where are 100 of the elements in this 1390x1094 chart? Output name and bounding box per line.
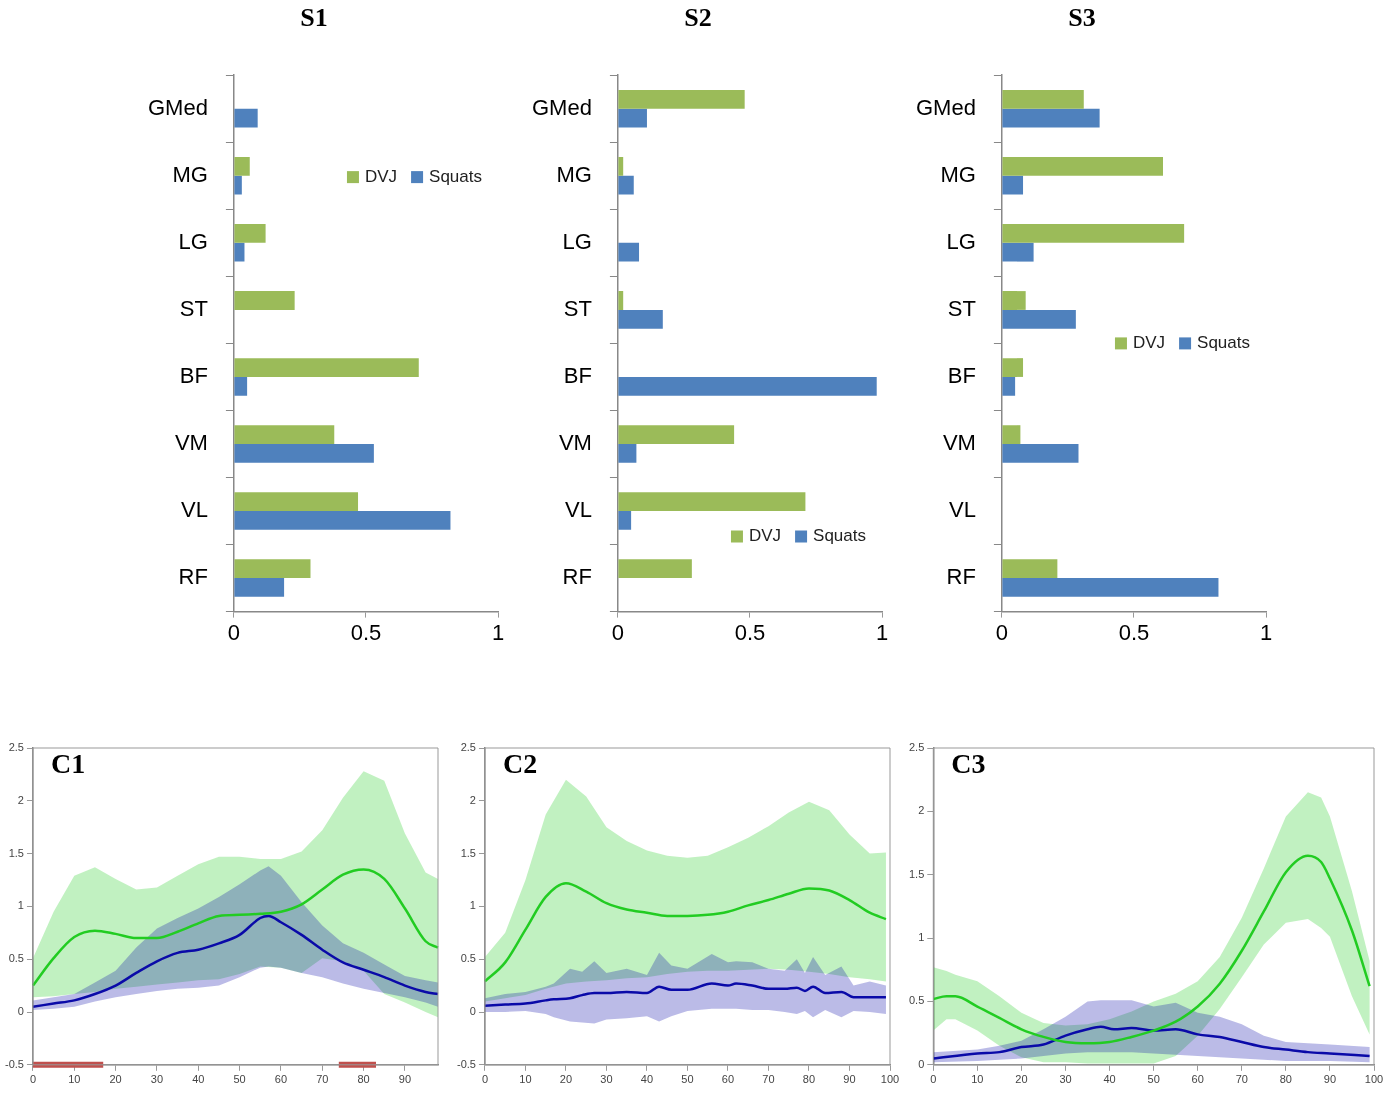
- x-tick-label: 0.5: [350, 619, 382, 645]
- bar: [234, 578, 285, 597]
- x-tick-label: 90: [843, 1073, 856, 1086]
- line-series: [31, 914, 440, 1008]
- bar: [234, 559, 311, 579]
- x-tick-label: 0: [995, 619, 1009, 645]
- legend-label: DVJ: [748, 526, 782, 546]
- x-tick-label: 0: [611, 619, 625, 645]
- bar: [1002, 157, 1164, 176]
- bar: [618, 425, 735, 444]
- y-tick-label: 0: [17, 1005, 24, 1018]
- y-tick-label: MG: [172, 161, 208, 187]
- y-tick-label: BF: [179, 362, 208, 388]
- x-tick-label: 0.5: [1118, 619, 1150, 645]
- bar: [618, 291, 624, 310]
- x-tick-label: 0: [930, 1073, 937, 1086]
- legend-label: Squats: [813, 526, 867, 546]
- y-tick-label: -0.5: [456, 1057, 476, 1070]
- x-tick-label: 80: [357, 1073, 370, 1086]
- x-tick-label: 20: [109, 1073, 122, 1086]
- bar: [618, 242, 640, 262]
- bar: [618, 511, 632, 530]
- bar: [234, 492, 359, 512]
- bar: [1002, 376, 1016, 396]
- bar: [618, 443, 637, 463]
- legend-label: DVJ: [1132, 333, 1166, 353]
- y-tick-label: GMed: [147, 94, 208, 120]
- bar: [234, 291, 295, 310]
- bar: [234, 108, 258, 128]
- y-tick-label: ST: [947, 295, 976, 321]
- bar: [1002, 89, 1084, 109]
- x-tick-label: 70: [316, 1073, 329, 1086]
- line-series: [932, 1025, 1371, 1060]
- bar: [1002, 425, 1021, 444]
- y-tick-label: 1.5: [460, 846, 476, 859]
- x-tick-label: 30: [150, 1073, 164, 1086]
- legend-label: Squats: [1197, 333, 1251, 353]
- x-tick-label: 100: [1364, 1073, 1384, 1086]
- x-tick-label: 50: [233, 1073, 246, 1086]
- y-tick-label: MG: [556, 161, 592, 187]
- y-tick-label: VM: [174, 430, 208, 456]
- x-tick-label: 10: [519, 1073, 532, 1086]
- x-tick-label: 90: [1323, 1073, 1337, 1086]
- y-tick-label: 1: [918, 931, 925, 944]
- y-tick-label: -0.5: [4, 1057, 24, 1070]
- bar: [234, 175, 242, 195]
- bar: [618, 157, 624, 176]
- y-tick-label: LG: [946, 228, 976, 254]
- x-tick-label: 70: [1235, 1073, 1248, 1086]
- x-tick-label: 0: [227, 619, 241, 645]
- x-tick-label: 40: [1103, 1073, 1116, 1086]
- x-tick-label: 60: [274, 1073, 288, 1086]
- line-series: [932, 854, 1371, 1045]
- x-tick-label: 0.5: [734, 619, 766, 645]
- y-tick-label: LG: [562, 228, 592, 254]
- bar: [234, 224, 266, 243]
- y-tick-label: 2.5: [8, 741, 24, 754]
- x-tick-label: 20: [559, 1073, 573, 1086]
- y-tick-label: RF: [562, 564, 592, 590]
- x-tick-label: 80: [802, 1073, 816, 1086]
- bar: [1002, 224, 1185, 243]
- bar: [1002, 443, 1079, 463]
- bar: [1002, 578, 1219, 597]
- bar: [1002, 108, 1100, 128]
- y-tick-label: 2: [17, 793, 24, 806]
- x-tick-label: 50: [1147, 1073, 1160, 1086]
- x-tick-label: 90: [398, 1073, 412, 1086]
- y-tick-label: 2.5: [460, 741, 476, 754]
- chart-title: S2: [684, 3, 712, 33]
- y-tick-label: RF: [946, 564, 976, 590]
- y-tick-label: VL: [948, 497, 976, 523]
- bar: [618, 559, 692, 579]
- y-tick-label: 2: [918, 804, 925, 817]
- chart-title: C2: [502, 748, 538, 780]
- y-tick-label: 0: [469, 1005, 476, 1018]
- legend-label: Squats: [429, 166, 483, 186]
- bar: [618, 376, 877, 396]
- x-tick-label: 1: [1259, 619, 1273, 645]
- bar: [234, 157, 250, 176]
- bar: [234, 511, 451, 530]
- y-tick-label: VL: [180, 497, 208, 523]
- y-tick-label: GMed: [915, 94, 976, 120]
- x-tick-label: 60: [1191, 1073, 1204, 1086]
- bar: [234, 376, 248, 396]
- y-tick-label: RF: [178, 564, 208, 590]
- bar: [1002, 358, 1024, 377]
- x-tick-label: 100: [880, 1073, 900, 1086]
- y-tick-label: 0.5: [908, 994, 925, 1007]
- x-tick-label: 30: [1059, 1073, 1072, 1086]
- bar: [234, 242, 245, 262]
- y-tick-label: VL: [564, 497, 592, 523]
- x-tick-label: 50: [681, 1073, 694, 1086]
- x-tick-label: 10: [68, 1073, 81, 1086]
- x-tick-label: 0: [29, 1073, 37, 1086]
- x-tick-label: 20: [1015, 1073, 1028, 1086]
- y-tick-label: 2: [469, 793, 476, 806]
- y-tick-label: 0: [918, 1057, 925, 1070]
- chart-title: C3: [951, 748, 986, 780]
- bar: [234, 425, 335, 444]
- bar: [1002, 175, 1024, 195]
